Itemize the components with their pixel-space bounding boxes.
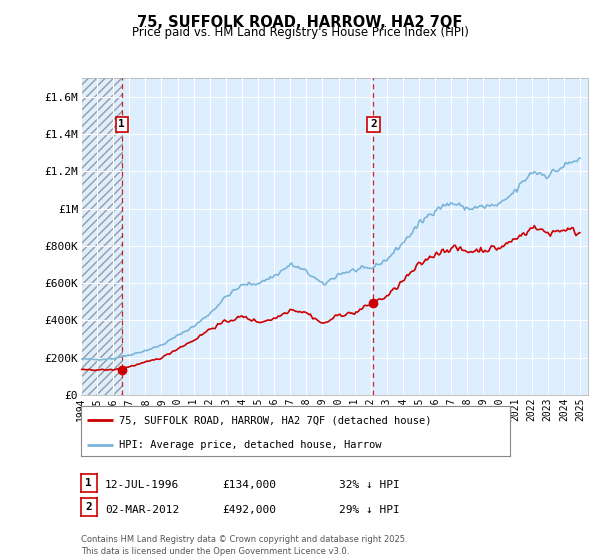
- Text: 1: 1: [118, 119, 125, 129]
- Bar: [81, 78, 123, 395]
- Text: Price paid vs. HM Land Registry's House Price Index (HPI): Price paid vs. HM Land Registry's House …: [131, 26, 469, 39]
- Text: 02-MAR-2012: 02-MAR-2012: [105, 505, 179, 515]
- Text: HPI: Average price, detached house, Harrow: HPI: Average price, detached house, Harr…: [119, 440, 381, 450]
- Text: Contains HM Land Registry data © Crown copyright and database right 2025.
This d: Contains HM Land Registry data © Crown c…: [81, 535, 407, 556]
- Text: £134,000: £134,000: [222, 480, 276, 490]
- Text: 32% ↓ HPI: 32% ↓ HPI: [339, 480, 400, 490]
- Text: £492,000: £492,000: [222, 505, 276, 515]
- Text: 1: 1: [85, 478, 92, 488]
- Text: 75, SUFFOLK ROAD, HARROW, HA2 7QF (detached house): 75, SUFFOLK ROAD, HARROW, HA2 7QF (detac…: [119, 415, 431, 425]
- Text: 2: 2: [85, 502, 92, 512]
- Text: 12-JUL-1996: 12-JUL-1996: [105, 480, 179, 490]
- Text: 29% ↓ HPI: 29% ↓ HPI: [339, 505, 400, 515]
- Text: 75, SUFFOLK ROAD, HARROW, HA2 7QF: 75, SUFFOLK ROAD, HARROW, HA2 7QF: [137, 15, 463, 30]
- Text: 2: 2: [370, 119, 377, 129]
